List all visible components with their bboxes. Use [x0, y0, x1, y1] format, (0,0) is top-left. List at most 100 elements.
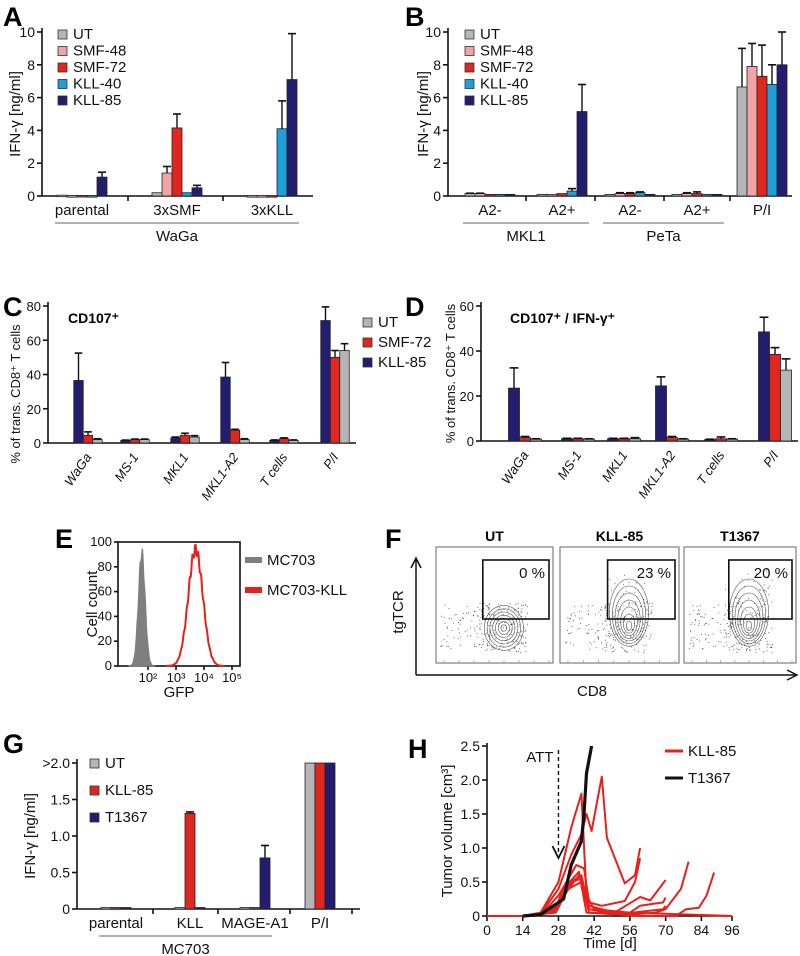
contour-line	[500, 624, 507, 632]
event-dot	[601, 606, 602, 608]
event-dot	[600, 614, 602, 616]
contour-line	[743, 613, 755, 634]
y-tick-label: 100	[90, 534, 112, 549]
event-dot	[603, 627, 605, 629]
bar-kll-85	[110, 907, 122, 910]
event-dot	[726, 644, 728, 646]
event-dot	[645, 635, 647, 637]
event-dot	[771, 643, 773, 645]
event-dot	[593, 641, 595, 643]
event-dot	[750, 649, 751, 651]
event-dot	[628, 581, 630, 583]
event-dot	[459, 623, 461, 625]
event-dot	[693, 609, 695, 611]
y-tick-label: 6	[433, 90, 441, 106]
bar-smf-48	[681, 193, 693, 197]
event-dot	[737, 609, 739, 611]
bar-kll-85	[576, 111, 588, 197]
y-axis-label: % of trans. CD8⁺ T cells	[8, 324, 23, 464]
event-dot	[729, 649, 731, 651]
event-dot	[579, 628, 581, 630]
event-dot	[527, 612, 528, 614]
event-dot	[447, 646, 449, 647]
chart-title: CD107⁺ / IFN-γ⁺	[510, 310, 615, 326]
event-dot	[470, 627, 471, 629]
bar-t1367	[194, 907, 206, 910]
event-dot	[703, 624, 705, 626]
flow-plot-ut: 0 % UT	[435, 528, 554, 664]
event-dot	[617, 633, 618, 635]
event-dot	[740, 606, 742, 608]
event-dot	[695, 619, 697, 621]
event-dot	[748, 597, 749, 599]
event-dot	[450, 648, 452, 650]
event-dot	[473, 643, 475, 645]
event-dot	[495, 634, 497, 636]
event-dot	[623, 574, 625, 576]
event-dot	[638, 616, 640, 618]
event-dot	[605, 620, 607, 622]
event-dot	[647, 613, 649, 615]
event-dot	[762, 590, 764, 592]
event-dot	[524, 637, 526, 639]
event-dot	[451, 618, 452, 620]
event-dot	[522, 605, 524, 607]
event-dot	[632, 638, 634, 640]
event-dot	[617, 609, 619, 611]
event-dot	[517, 611, 519, 613]
event-dot	[771, 627, 773, 629]
event-dot	[690, 631, 691, 633]
event-dot	[479, 609, 481, 611]
bar-smf-72	[691, 193, 703, 197]
event-dot	[765, 638, 767, 639]
event-dot	[487, 608, 489, 610]
event-dot	[494, 632, 496, 634]
event-dot	[595, 647, 597, 649]
event-dot	[495, 646, 497, 648]
event-dot	[713, 645, 714, 647]
event-dot	[594, 614, 596, 616]
event-dot	[614, 582, 616, 584]
event-dot	[766, 569, 768, 571]
event-dot	[641, 630, 643, 632]
event-dot	[651, 612, 653, 614]
event-dot	[495, 638, 497, 640]
event-dot	[491, 646, 493, 648]
event-dot	[443, 616, 445, 618]
event-dot	[519, 635, 521, 637]
plot-frame	[683, 546, 797, 664]
event-dot	[768, 631, 770, 633]
event-dot	[724, 614, 726, 616]
event-dot	[581, 617, 583, 619]
bar-ut	[304, 762, 316, 910]
event-dot	[726, 634, 728, 636]
plot-title: KLL-85	[596, 528, 644, 544]
event-dot	[641, 628, 643, 630]
event-dot	[622, 647, 624, 649]
event-dot	[473, 614, 474, 616]
event-dot	[745, 610, 747, 612]
x-tick-label: 70	[658, 922, 674, 938]
event-dot	[718, 641, 720, 643]
event-dot	[754, 614, 756, 616]
y-tick-label: 0	[467, 434, 474, 449]
event-dot	[609, 579, 611, 581]
legend-swatch	[245, 557, 262, 563]
x-tick-label: 14	[515, 922, 531, 938]
event-dot	[731, 646, 733, 648]
x-category-label: KLL	[177, 915, 204, 932]
event-dot	[597, 630, 598, 632]
event-dot	[631, 617, 633, 619]
event-dot	[766, 643, 768, 645]
bar-kll-85	[508, 387, 520, 442]
event-dot	[634, 608, 636, 610]
bar-ut	[246, 195, 258, 198]
y-tick-label: 0.5	[461, 874, 481, 890]
event-dot	[608, 635, 609, 637]
event-dot	[634, 604, 636, 606]
y-tick-label: 1.0	[461, 840, 481, 856]
bar-kll-40	[276, 128, 288, 197]
event-dot	[487, 643, 488, 645]
bar-smf-72	[76, 195, 88, 198]
